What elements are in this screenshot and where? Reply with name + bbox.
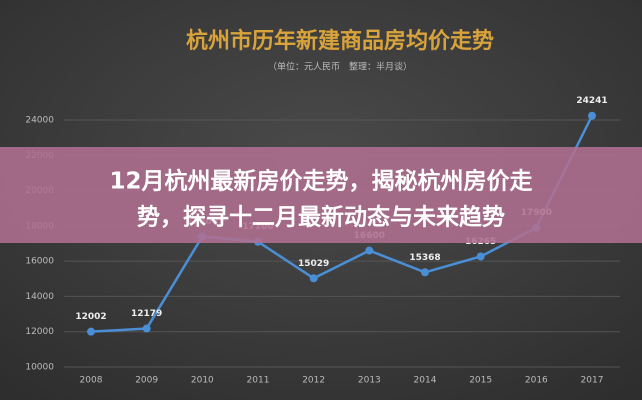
point [309, 274, 318, 283]
x-tick-label: 2015 [469, 376, 492, 386]
data-label: 15368 [409, 253, 440, 263]
x-tick-label: 2016 [525, 376, 548, 386]
x-tick-label: 2009 [135, 376, 158, 386]
headline-line: 势，探寻十二月最新动态与未来趋势 [137, 204, 505, 231]
data-label: 12179 [131, 309, 162, 319]
headline-banner [0, 147, 642, 243]
point [142, 324, 151, 333]
x-tick-label: 2011 [247, 376, 270, 386]
y-tick-label: 10000 [25, 363, 54, 373]
x-tick-label: 2014 [414, 376, 437, 386]
x-tick-label: 2013 [358, 376, 381, 386]
data-label: 15029 [298, 259, 329, 269]
chart-subtitle: （单位：元人民币 整理：半月谈） [268, 61, 412, 73]
data-label: 12002 [75, 312, 106, 322]
y-tick-label: 14000 [25, 292, 54, 302]
point [588, 111, 596, 120]
point [476, 252, 485, 261]
point [365, 246, 374, 255]
data-label: 24241 [576, 96, 607, 106]
y-tick-label: 12000 [25, 327, 54, 337]
x-tick-label: 2008 [80, 376, 103, 386]
x-tick-label: 2017 [581, 376, 604, 386]
point [421, 268, 429, 277]
x-tick-label: 2012 [302, 376, 325, 386]
headline-line: 12月杭州最新房价走势，揭秘杭州房价走 [109, 168, 532, 195]
y-tick-label: 16000 [25, 257, 54, 267]
point [87, 327, 95, 336]
x-tick-label: 2010 [191, 376, 214, 386]
y-tick-label: 24000 [25, 116, 54, 126]
chart-title: 杭州市历年新建商品房均价走势 [186, 28, 494, 54]
